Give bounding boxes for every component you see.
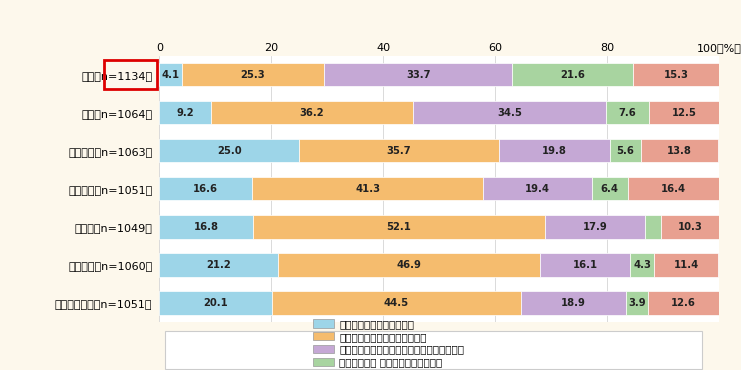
Bar <box>545 215 645 239</box>
Bar <box>278 253 540 277</box>
Legend: 十分身に付けていると思う, ある程度身に付けていると思う, どちらかといえば身に付けていると思わない, ほとんど身に 付けていると思わない, わからない: 十分身に付けていると思う, ある程度身に付けていると思う, どちらかといえば身に… <box>310 316 468 370</box>
Text: 19.8: 19.8 <box>542 146 567 156</box>
Bar <box>661 215 719 239</box>
Text: 34.5: 34.5 <box>497 108 522 118</box>
Text: 3.9: 3.9 <box>628 298 646 308</box>
Text: 21.6: 21.6 <box>560 70 585 80</box>
Text: 9.2: 9.2 <box>176 108 194 118</box>
Text: 7.6: 7.6 <box>619 108 637 118</box>
Bar <box>606 101 649 124</box>
Bar <box>641 139 718 162</box>
Text: 20.1: 20.1 <box>203 298 228 308</box>
Text: 25.3: 25.3 <box>241 70 265 80</box>
Bar <box>521 291 626 314</box>
Text: 12.6: 12.6 <box>671 298 696 308</box>
Text: 41.3: 41.3 <box>355 184 380 194</box>
Bar <box>159 291 272 314</box>
Text: 15.3: 15.3 <box>663 70 688 80</box>
Text: 52.1: 52.1 <box>387 222 411 232</box>
Text: 36.2: 36.2 <box>299 108 325 118</box>
FancyBboxPatch shape <box>165 332 702 369</box>
Bar <box>299 139 499 162</box>
Bar <box>324 63 512 86</box>
Bar <box>610 139 641 162</box>
Bar <box>159 63 182 86</box>
Text: 13.8: 13.8 <box>667 146 692 156</box>
Text: 18.9: 18.9 <box>561 298 586 308</box>
Bar <box>252 177 483 201</box>
Text: 4.3: 4.3 <box>634 260 651 270</box>
Bar <box>626 291 648 314</box>
Text: 17.9: 17.9 <box>582 222 607 232</box>
Bar <box>592 177 628 201</box>
Bar <box>159 101 210 124</box>
Bar <box>649 101 719 124</box>
Bar <box>159 253 278 277</box>
Text: 6.4: 6.4 <box>601 184 619 194</box>
Text: 44.5: 44.5 <box>384 298 409 308</box>
Bar <box>272 291 521 314</box>
Text: 10.3: 10.3 <box>677 222 702 232</box>
Bar <box>631 253 654 277</box>
Text: 16.6: 16.6 <box>193 184 219 194</box>
Text: 5.6: 5.6 <box>617 146 634 156</box>
Bar <box>210 101 413 124</box>
Text: 12.5: 12.5 <box>671 108 697 118</box>
Text: 46.9: 46.9 <box>396 260 422 270</box>
Bar <box>648 291 719 314</box>
Bar <box>512 63 633 86</box>
Bar <box>159 215 253 239</box>
Bar <box>182 63 324 86</box>
Text: 35.7: 35.7 <box>387 146 411 156</box>
Bar <box>654 253 718 277</box>
Bar <box>628 177 720 201</box>
Text: 4.1: 4.1 <box>162 70 180 80</box>
Text: 16.4: 16.4 <box>661 184 686 194</box>
Bar <box>540 253 631 277</box>
Bar <box>645 215 661 239</box>
Bar <box>499 139 610 162</box>
Text: 21.2: 21.2 <box>206 260 231 270</box>
Bar <box>483 177 592 201</box>
Text: 25.0: 25.0 <box>217 146 242 156</box>
Bar <box>413 101 606 124</box>
Text: 11.4: 11.4 <box>674 260 699 270</box>
Bar <box>159 177 252 201</box>
Text: 16.8: 16.8 <box>194 222 219 232</box>
Bar <box>253 215 545 239</box>
Text: 19.4: 19.4 <box>525 184 550 194</box>
Text: 33.7: 33.7 <box>406 70 431 80</box>
Bar <box>633 63 719 86</box>
Bar <box>159 139 299 162</box>
Text: 16.1: 16.1 <box>573 260 598 270</box>
